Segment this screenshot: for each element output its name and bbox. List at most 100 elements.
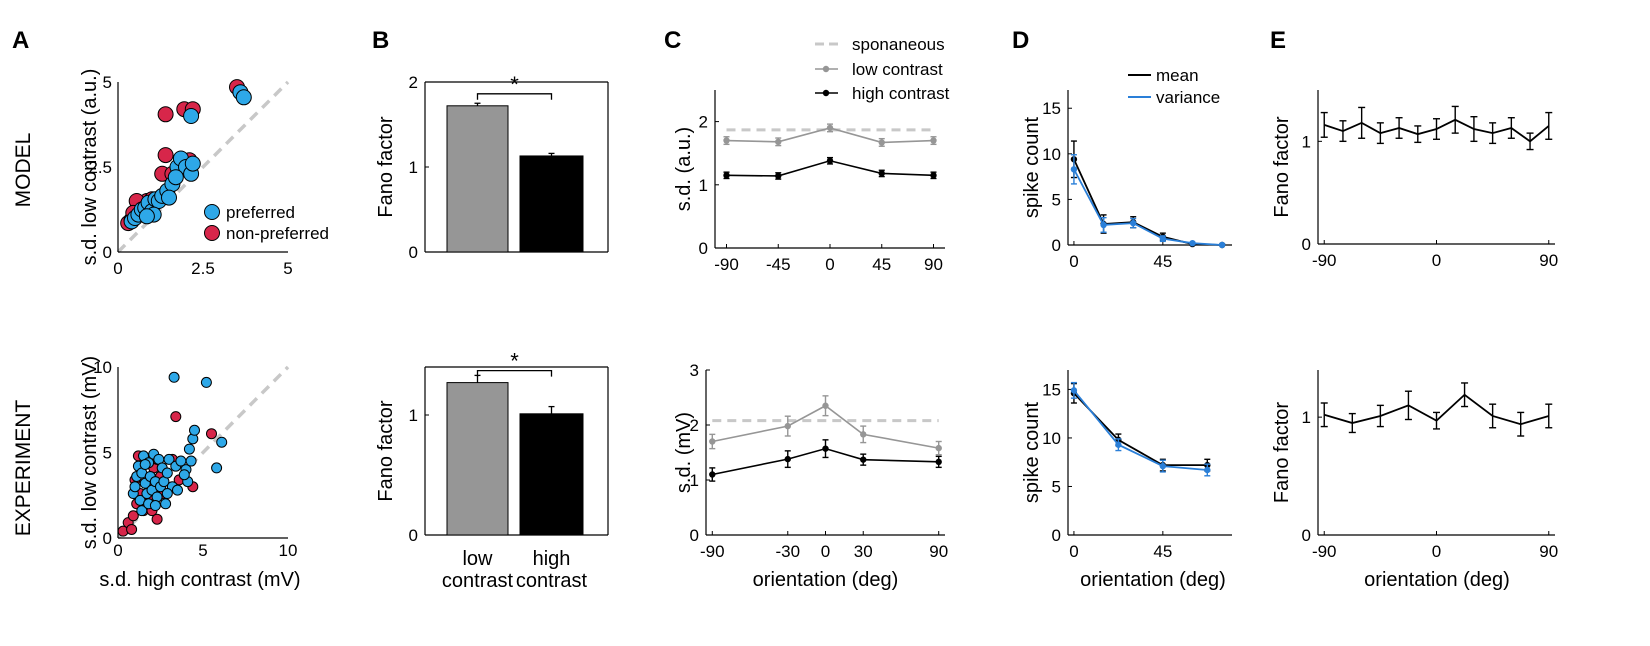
y-tick-label: 1 [1302, 132, 1311, 151]
x-tick-label: 5 [283, 259, 292, 278]
preferred-point [211, 462, 223, 474]
y-tick-label: 0 [1302, 235, 1311, 254]
y-tick-label: 2.5 [88, 158, 112, 177]
y-tick-label: 0 [699, 239, 708, 258]
preferred-point [161, 189, 177, 206]
legend-label-mean: mean [1156, 66, 1199, 85]
x-tick-label: 0 [1069, 252, 1078, 271]
data-point [1070, 387, 1078, 394]
y-axis-label: s.d. low contrast (mV) [79, 356, 101, 549]
bar-low-contrast [446, 105, 509, 253]
non-preferred-point [127, 510, 139, 522]
series-line-mean [1073, 392, 1208, 467]
legend-label-low-contrast: low contrast [852, 60, 943, 79]
preferred-point [183, 443, 195, 455]
preferred-point [136, 505, 148, 517]
preferred-point [129, 481, 141, 493]
bar-high-contrast [519, 413, 584, 536]
panel-letter-d: D [1012, 27, 1029, 54]
series-line-variance [1073, 168, 1223, 246]
bar-low-contrast [446, 382, 509, 536]
x-tick-label: 0 [113, 259, 122, 278]
x-tick-label: -90 [1312, 251, 1337, 270]
preferred-point [172, 484, 183, 496]
data-point [1218, 241, 1226, 249]
y-tick-label: 5 [1052, 190, 1061, 209]
y-tick-label: 0 [1052, 526, 1061, 545]
category-label: high [533, 548, 571, 570]
data-point [784, 455, 791, 463]
y-tick-label: 15 [1042, 380, 1061, 399]
data-point [878, 170, 885, 177]
category-label: contrast [442, 570, 514, 592]
legend-marker-high-contrast [822, 89, 830, 97]
x-tick-label: -90 [1312, 542, 1337, 561]
data-point [775, 172, 782, 180]
x-axis-label: orientation (deg) [1364, 569, 1510, 591]
y-tick-label: 0 [409, 526, 418, 545]
data-point [935, 458, 942, 466]
y-tick-label: 0 [409, 243, 418, 262]
preferred-point [189, 424, 200, 436]
y-tick-label: 1 [1302, 408, 1311, 427]
x-tick-label: 10 [279, 541, 298, 560]
x-tick-label: -90 [700, 542, 725, 561]
y-tick-label: 10 [1042, 145, 1061, 164]
preferred-point [163, 453, 175, 465]
preferred-point [138, 208, 155, 225]
preferred-point [139, 458, 151, 470]
non-preferred-point [151, 513, 163, 525]
y-tick-label: 0 [1302, 526, 1311, 545]
preferred-point [183, 108, 200, 124]
x-tick-label: 45 [1153, 252, 1172, 271]
x-tick-label: 0 [1432, 542, 1441, 561]
data-point [822, 445, 829, 452]
significance-bracket [476, 369, 553, 377]
x-tick-label: 90 [1539, 251, 1558, 270]
x-tick-label: 90 [929, 542, 948, 561]
bar-high-contrast [519, 155, 584, 253]
data-point [1189, 239, 1196, 247]
x-tick-label: 30 [854, 542, 873, 561]
panel-letter-a: A [12, 27, 29, 54]
significance-bracket [476, 93, 553, 100]
data-point [1159, 462, 1167, 470]
x-tick-label: 0 [1069, 542, 1078, 561]
y-tick-label: 0 [103, 243, 112, 262]
preferred-point [161, 488, 173, 500]
data-point [878, 139, 885, 146]
y-tick-label: 0 [1052, 236, 1061, 255]
category-label: low [462, 548, 493, 570]
series-line-variance [1073, 389, 1208, 471]
data-point [709, 471, 716, 478]
legend-marker-low-contrast [822, 65, 830, 73]
y-tick-label: 3 [690, 361, 699, 380]
preferred-point [235, 89, 252, 106]
data-point [723, 172, 730, 179]
y-axis-label: spike count [1021, 401, 1043, 503]
x-tick-label: 0 [113, 541, 122, 560]
y-axis-label: spike count [1021, 116, 1043, 218]
data-point [784, 422, 791, 430]
y-tick-label: 0 [690, 526, 699, 545]
preferred-point [160, 498, 172, 510]
data-point [775, 138, 782, 146]
y-tick-label: 5 [1052, 477, 1061, 496]
legend-label-high-contrast: high contrast [852, 84, 950, 103]
data-point [1070, 166, 1078, 173]
non-preferred-point [157, 106, 174, 123]
data-point [1204, 466, 1211, 474]
y-tick-label: 0 [103, 529, 112, 548]
panel-letter-b: B [372, 27, 389, 54]
y-axis-label: Fano factor [375, 116, 397, 218]
y-tick-label: 10 [93, 358, 112, 377]
non-preferred-point [206, 428, 217, 440]
significance-star: * [510, 349, 519, 374]
category-label: contrast [516, 570, 588, 592]
x-tick-label: -90 [714, 255, 739, 274]
row-label-model: MODEL [12, 133, 35, 208]
significance-star: * [510, 72, 519, 97]
x-tick-label: 45 [872, 255, 891, 274]
non-preferred-point [170, 411, 182, 423]
data-point [860, 456, 867, 463]
